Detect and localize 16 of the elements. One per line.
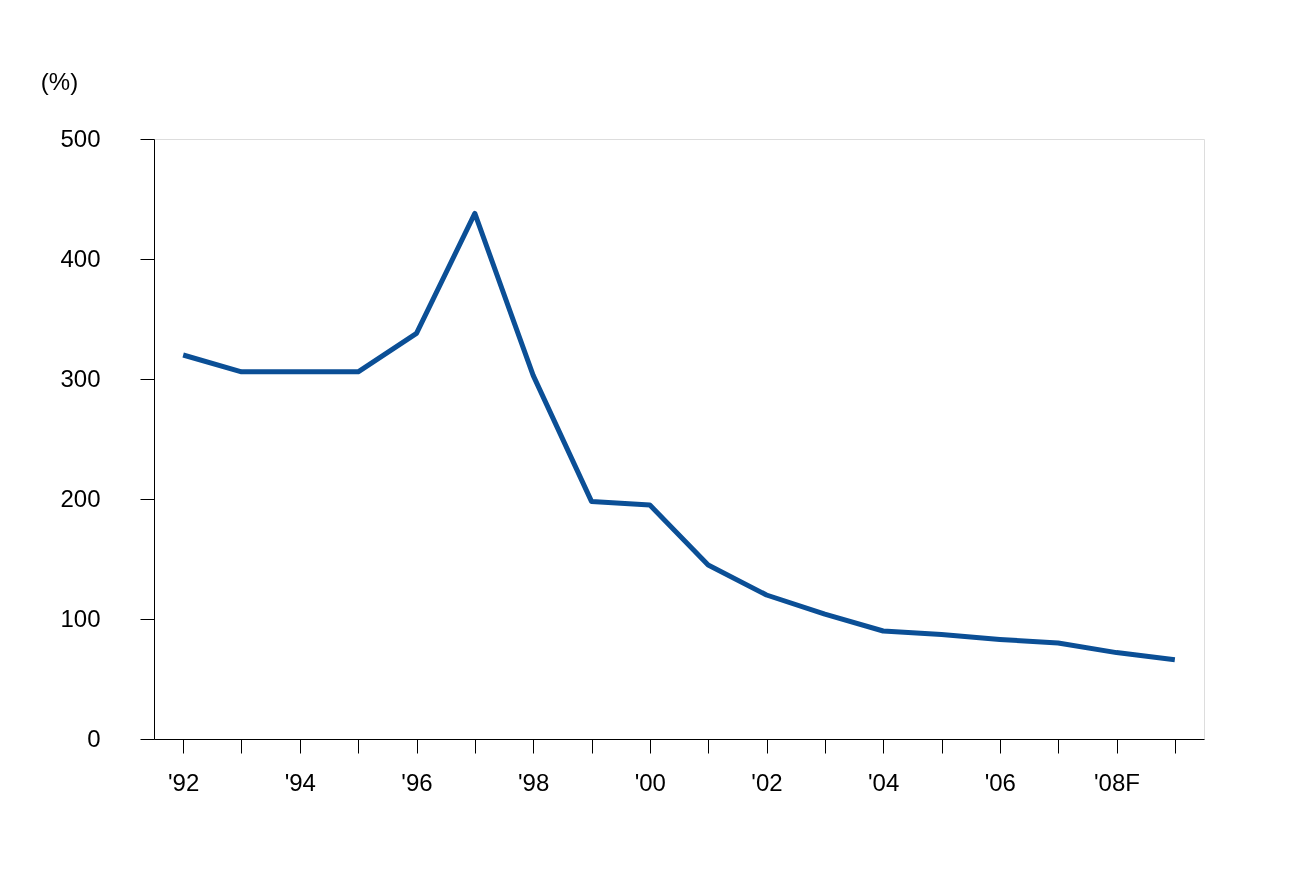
y-tick-label: 500 xyxy=(60,124,101,152)
x-tick-label: '08F xyxy=(1094,768,1140,796)
x-tick-label: '94 xyxy=(284,768,316,796)
y-tick-label: 300 xyxy=(60,364,101,392)
x-tick-label: '98 xyxy=(518,768,550,796)
y-tick-label: 400 xyxy=(60,244,101,272)
x-tick-label: '04 xyxy=(868,768,900,796)
x-tick-label: '92 xyxy=(168,768,200,796)
x-tick-label: '06 xyxy=(984,768,1016,796)
x-tick-label: '02 xyxy=(751,768,783,796)
y-tick-label: 100 xyxy=(60,604,101,632)
y-axis-title: (%) xyxy=(40,67,79,95)
y-tick-label: 200 xyxy=(60,484,101,512)
y-tick-label: 0 xyxy=(87,724,101,752)
x-tick-label: '96 xyxy=(401,768,433,796)
x-tick-label: '00 xyxy=(634,768,666,796)
